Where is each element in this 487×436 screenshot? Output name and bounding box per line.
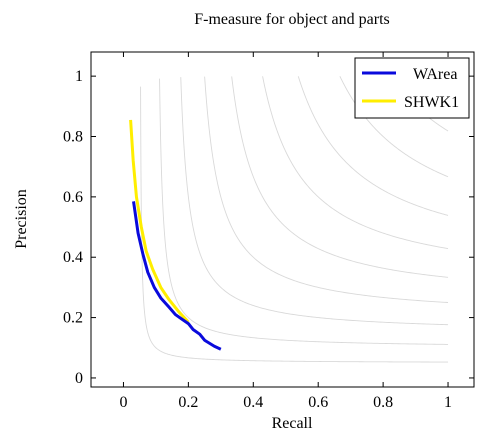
x-tick-label: 0.8 (373, 394, 393, 411)
legend-label-shwk1: SHWK1 (404, 94, 459, 111)
legend-box (354, 57, 470, 119)
series-layer (129, 119, 222, 351)
x-tick-label: 0 (119, 394, 127, 411)
legend: WArea SHWK1 (354, 57, 470, 119)
iso-f-curve (159, 78, 449, 345)
iso-f-curve (204, 76, 449, 303)
plot-frame (90, 51, 475, 388)
iso-f-curve (180, 77, 449, 326)
x-tick-label: 0.4 (243, 394, 263, 411)
iso-f-curve (339, 75, 449, 178)
iso-f-curve (262, 76, 449, 250)
x-axis-ticks: 0 0.2 0.4 0.6 0.8 1 (119, 52, 452, 411)
y-tick-label: 0.6 (63, 189, 83, 206)
y-tick-label: 0.2 (63, 310, 83, 327)
y-axis-ticks: 0 0.2 0.4 0.6 0.8 1 (63, 68, 474, 387)
iso-f-curve (231, 76, 449, 278)
legend-label-warea: WArea (413, 66, 457, 83)
series-line-warea (132, 201, 222, 351)
x-tick-label: 0.2 (178, 394, 198, 411)
x-tick-label: 0.6 (308, 394, 328, 411)
y-tick-label: 0 (75, 370, 83, 387)
series-line-shwk1 (129, 119, 190, 324)
iso-f-curve (297, 76, 449, 216)
iso-f-curves (140, 75, 449, 363)
y-tick-label: 0.8 (63, 129, 83, 146)
iso-f-curve (140, 86, 449, 363)
y-tick-label: 1 (75, 68, 83, 85)
x-axis-label: Recall (272, 415, 313, 432)
chart-title: F-measure for object and parts (194, 11, 389, 28)
y-axis-label: Precision (13, 189, 30, 249)
x-tick-label: 1 (444, 394, 452, 411)
y-tick-label: 0.4 (63, 249, 83, 266)
